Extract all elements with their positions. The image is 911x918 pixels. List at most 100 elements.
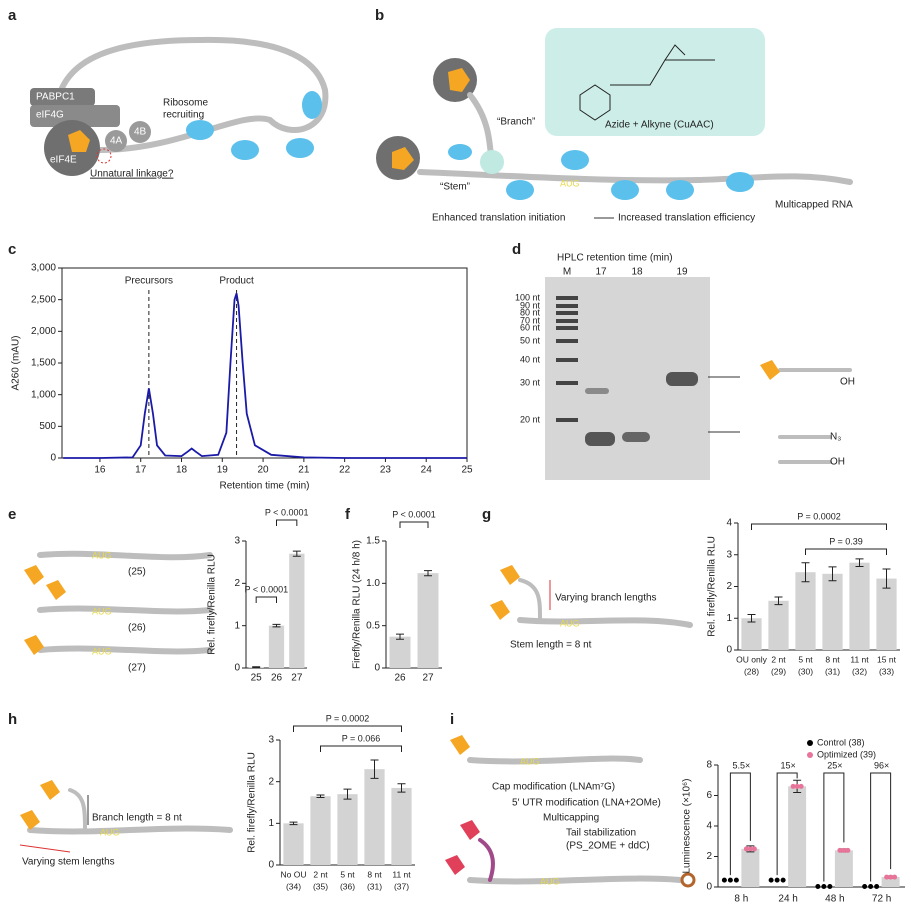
band bbox=[585, 388, 609, 394]
point bbox=[790, 783, 796, 789]
y-axis-label: Rel. firefly/Renilla RLU bbox=[207, 554, 218, 655]
point bbox=[727, 877, 733, 883]
panel-label: i bbox=[450, 711, 454, 728]
ribosome bbox=[302, 91, 322, 119]
label: Multicapping bbox=[543, 813, 599, 824]
error-bar bbox=[316, 794, 325, 798]
sample-id: (36) bbox=[340, 881, 355, 891]
label: Varying stem lengths bbox=[22, 857, 115, 868]
x-tick-label: 16 bbox=[94, 465, 106, 476]
bracket bbox=[399, 521, 429, 528]
sample-id: (28) bbox=[744, 666, 759, 676]
x-tick-label: 27 bbox=[422, 673, 434, 684]
bar bbox=[834, 850, 853, 887]
point bbox=[888, 874, 894, 880]
y-tick-label: 2 bbox=[706, 851, 712, 862]
bar bbox=[391, 787, 412, 865]
legend-label: Optimized (39) bbox=[817, 749, 876, 759]
cap bbox=[46, 580, 66, 600]
label: Branch length = 8 nt bbox=[92, 813, 182, 824]
x-tick-label: 72 h bbox=[872, 894, 891, 905]
point bbox=[768, 877, 774, 883]
bracket bbox=[776, 772, 798, 876]
point bbox=[733, 877, 739, 883]
cap bbox=[450, 735, 470, 755]
sample-id: (31) bbox=[367, 881, 382, 891]
aug: AUG bbox=[92, 550, 112, 560]
ladder-band bbox=[556, 326, 578, 330]
ribosome bbox=[611, 180, 639, 200]
point bbox=[874, 884, 880, 890]
ribosome bbox=[448, 144, 472, 160]
bracket bbox=[276, 519, 298, 526]
y-tick-label: 0 bbox=[234, 663, 240, 674]
y-tick-label: 3,000 bbox=[31, 263, 56, 274]
x-tick-label: 24 h bbox=[778, 894, 797, 905]
point bbox=[751, 846, 757, 852]
x-tick-label: 17 bbox=[135, 465, 147, 476]
point bbox=[827, 884, 833, 890]
significance: P < 0.0001 bbox=[392, 509, 436, 519]
aug: AUG bbox=[560, 178, 580, 188]
bar bbox=[788, 786, 807, 887]
ladder-band bbox=[556, 381, 578, 385]
mrna bbox=[467, 875, 683, 885]
y-tick-label: 0 bbox=[50, 453, 56, 464]
mrna bbox=[37, 550, 213, 561]
ladder-band bbox=[556, 418, 578, 422]
x-tick-label: 21 bbox=[298, 465, 310, 476]
label: Multicapped RNA bbox=[775, 200, 853, 211]
cap bbox=[24, 635, 44, 655]
fold-change: 15× bbox=[780, 760, 795, 770]
sample-id: (34) bbox=[286, 881, 301, 891]
marker-label: 60 nt bbox=[520, 322, 541, 332]
y-tick-label: 0 bbox=[374, 663, 380, 674]
marker-label: 100 nt bbox=[515, 292, 541, 302]
x-axis-label: Retention time (min) bbox=[219, 481, 309, 492]
y-axis-label: Rel. firefly/Renilla RLU bbox=[707, 536, 718, 637]
x-tick-label: 23 bbox=[380, 465, 392, 476]
aug: AUG bbox=[540, 876, 560, 886]
error-bar bbox=[397, 783, 406, 793]
y-tick-label: 500 bbox=[39, 421, 56, 432]
bar bbox=[389, 636, 411, 668]
ribosome bbox=[666, 180, 694, 200]
lane-label: 17 bbox=[595, 267, 607, 278]
cap bbox=[490, 600, 510, 620]
bar bbox=[876, 578, 897, 650]
point bbox=[794, 783, 800, 789]
x-tick-label: 20 bbox=[258, 465, 270, 476]
bar bbox=[283, 823, 304, 865]
significance: P < 0.0001 bbox=[245, 584, 289, 594]
label: Enhanced translation initiation bbox=[432, 213, 565, 224]
error-bar bbox=[252, 666, 261, 669]
y-tick-label: 2 bbox=[234, 578, 240, 589]
point bbox=[774, 877, 780, 883]
aug: AUG bbox=[92, 606, 112, 616]
significance: P = 0.39 bbox=[829, 536, 863, 546]
point bbox=[868, 884, 874, 890]
y-tick-label: 4 bbox=[706, 821, 712, 832]
cap bbox=[20, 810, 40, 830]
y-tick-label: 3 bbox=[234, 536, 240, 547]
point bbox=[837, 847, 843, 853]
y-tick-label: 4 bbox=[726, 518, 732, 529]
tail bbox=[680, 872, 696, 888]
bracket bbox=[729, 772, 751, 876]
arrow bbox=[19, 844, 71, 853]
y-tick-label: 2,500 bbox=[31, 294, 56, 305]
x-tick-label: 27 bbox=[291, 673, 303, 684]
label: (PS_2OME + ddC) bbox=[566, 841, 650, 852]
error-bar bbox=[292, 550, 301, 557]
diagram-b: Azide + Alkyne (CuAAC) “Branch” “Stem” A… bbox=[376, 28, 853, 224]
ribosome bbox=[286, 138, 314, 158]
point bbox=[821, 884, 827, 890]
significance: P = 0.0002 bbox=[797, 511, 841, 521]
diagram-e: AUG AUG AUG (25) (26) (27) bbox=[24, 550, 213, 674]
cap bbox=[500, 565, 520, 585]
point bbox=[743, 846, 749, 852]
y-tick-label: 2 bbox=[268, 776, 274, 787]
eif4g-shape bbox=[30, 105, 120, 127]
